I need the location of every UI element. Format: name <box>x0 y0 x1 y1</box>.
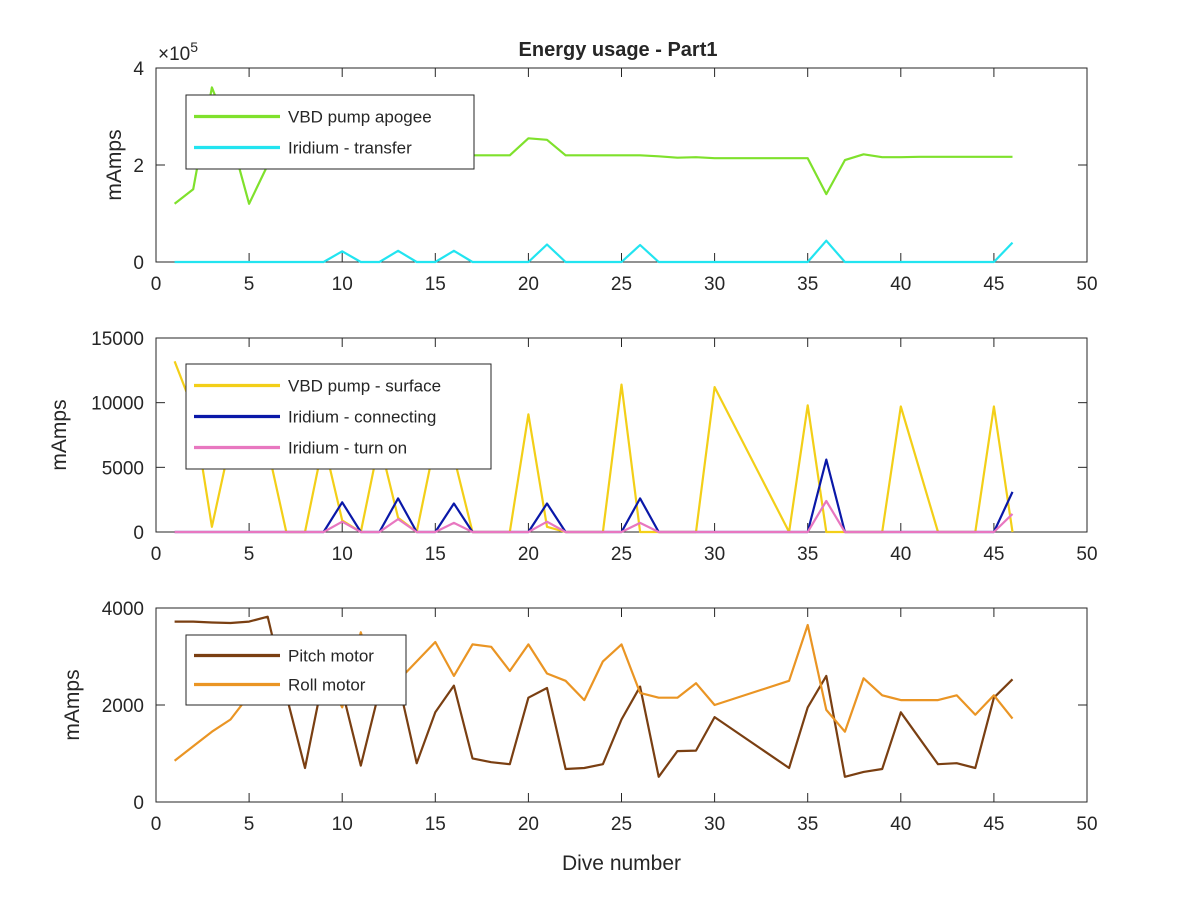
x-tick-label: 45 <box>983 274 1004 295</box>
x-tick-label: 25 <box>611 274 632 295</box>
x-tick-label: 40 <box>890 544 911 565</box>
x-tick-label: 35 <box>797 544 818 565</box>
legend-entry: Iridium - turn on <box>288 439 407 458</box>
x-tick-label: 5 <box>244 814 255 835</box>
y-tick-label: 4 <box>133 59 144 80</box>
y-tick-label: 0 <box>133 793 144 814</box>
y-tick-label: 2000 <box>102 696 144 717</box>
legend: VBD pump apogee Iridium - transfer <box>185 94 475 170</box>
legend-entry: Iridium - connecting <box>288 408 436 427</box>
x-tick-label: 30 <box>704 274 725 295</box>
x-tick-label: 30 <box>704 544 725 565</box>
x-tick-label: 35 <box>797 274 818 295</box>
x-tick-label: 40 <box>890 814 911 835</box>
x-tick-label: 10 <box>332 814 353 835</box>
x-tick-label: 50 <box>1076 544 1097 565</box>
x-tick-label: 30 <box>704 814 725 835</box>
x-tick-label: 45 <box>983 544 1004 565</box>
legend-entry: Roll motor <box>288 676 366 695</box>
y-tick-label: 4000 <box>102 599 144 620</box>
x-tick-label: 0 <box>151 814 162 835</box>
legend-box <box>185 634 407 706</box>
x-axis-label: Dive number <box>562 852 681 875</box>
plot-panel-vbd-apogee: Energy usage - Part1 ×105 0 5 10 15 20 25 30 35… <box>103 39 1098 295</box>
legend-entry: VBD pump apogee <box>288 108 432 127</box>
plot-panel-vbd-surface: 0 5 10 15 20 25 30 35 40 45 50 0 5000 10000 15000 mAmps… <box>48 329 1098 565</box>
x-tick-label: 5 <box>244 544 255 565</box>
x-tick-label: 50 <box>1076 274 1097 295</box>
x-tick-label: 20 <box>518 274 539 295</box>
x-tick-label: 50 <box>1076 814 1097 835</box>
chart-title: Energy usage - Part1 <box>519 39 718 61</box>
series-line-iridium-transfer <box>174 239 1014 264</box>
x-tick-label: 15 <box>425 274 446 295</box>
legend-entry: Pitch motor <box>288 647 374 666</box>
y-tick-label: 2 <box>133 156 144 177</box>
x-tick-label: 35 <box>797 814 818 835</box>
x-tick-label: 15 <box>425 814 446 835</box>
series-line-iridium-turn-on <box>174 499 1014 534</box>
legend: Pitch motor Roll motor <box>185 634 407 706</box>
y-tick-label: 10000 <box>91 394 144 415</box>
y-exponent-label: ×105 <box>158 39 198 65</box>
y-axis-label: mAmps <box>61 669 84 740</box>
x-tick-label: 15 <box>425 544 446 565</box>
y-tick-label: 15000 <box>91 329 144 350</box>
x-tick-label: 5 <box>244 274 255 295</box>
x-tick-label: 20 <box>518 814 539 835</box>
x-tick-label: 20 <box>518 544 539 565</box>
y-tick-label: 0 <box>133 523 144 544</box>
x-tick-label: 40 <box>890 274 911 295</box>
legend: VBD pump - surface Iridium - connecting Ir… <box>185 363 492 470</box>
legend-entry: VBD pump - surface <box>288 377 441 396</box>
legend-entry: Iridium - transfer <box>288 139 412 158</box>
x-tick-label: 10 <box>332 274 353 295</box>
y-tick-label: 0 <box>133 253 144 274</box>
series-line-pitch-motor <box>174 615 1014 778</box>
x-tick-label: 0 <box>151 544 162 565</box>
plot-panel-motors: 0 5 10 15 20 25 30 35 40 45 50 0 2000 4000 mAmps Dive n… <box>61 599 1098 875</box>
x-tick-label: 0 <box>151 274 162 295</box>
y-tick-label: 5000 <box>102 458 144 479</box>
x-tick-label: 45 <box>983 814 1004 835</box>
y-exponent-base: ×10 <box>158 44 190 65</box>
legend-box <box>185 94 475 170</box>
y-exponent-power: 5 <box>190 39 198 55</box>
x-tick-label: 25 <box>611 544 632 565</box>
y-axis-label: mAmps <box>103 129 126 200</box>
y-axis-label: mAmps <box>48 399 71 470</box>
x-tick-label: 25 <box>611 814 632 835</box>
x-tick-label: 10 <box>332 544 353 565</box>
